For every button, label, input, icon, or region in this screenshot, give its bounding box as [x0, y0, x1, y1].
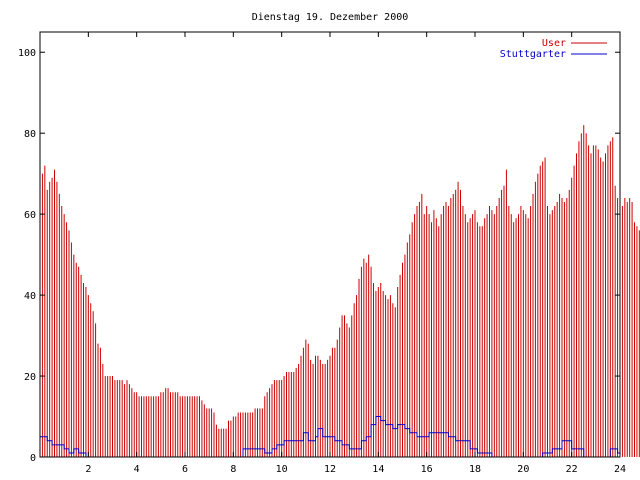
x-tick-label: 6 — [182, 464, 188, 475]
user-bars — [41, 125, 640, 457]
y-tick-label: 80 — [24, 129, 36, 140]
y-tick-label: 0 — [30, 453, 36, 464]
legend: User Stuttgarter — [500, 38, 607, 60]
x-axis: 2 4 6 8 10 12 14 16 18 20 22 24 — [85, 32, 626, 475]
x-tick-label: 22 — [566, 464, 578, 475]
x-tick-label: 4 — [134, 464, 140, 475]
x-tick-label: 2 — [85, 464, 91, 475]
x-tick-label: 18 — [469, 464, 481, 475]
x-tick-label: 20 — [517, 464, 529, 475]
x-tick-label: 12 — [324, 464, 336, 475]
legend-stuttgarter-label: Stuttgarter — [500, 49, 566, 60]
y-tick-label: 100 — [18, 48, 36, 59]
x-tick-label: 16 — [421, 464, 433, 475]
y-tick-label: 20 — [24, 372, 36, 383]
chart-title: Dienstag 19. Dezember 2000 — [252, 12, 409, 23]
x-tick-label: 14 — [372, 464, 384, 475]
x-tick-label: 8 — [230, 464, 236, 475]
y-tick-label: 40 — [24, 291, 36, 302]
y-axis: 0 20 40 60 80 100 — [18, 48, 620, 464]
legend-user-label: User — [542, 38, 566, 49]
y-tick-label: 60 — [24, 210, 36, 221]
x-tick-label: 10 — [276, 464, 288, 475]
x-tick-label: 24 — [614, 464, 626, 475]
